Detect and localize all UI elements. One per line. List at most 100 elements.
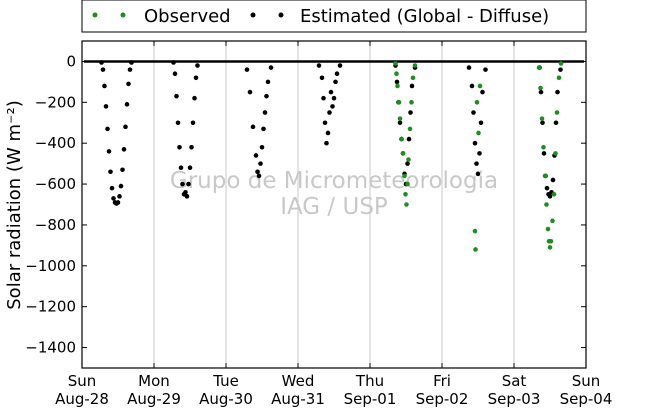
- x-tick-label-day: Sun: [68, 372, 97, 390]
- estimated-point: [118, 183, 124, 189]
- x-axis: SunAug-28MonAug-29TueAug-30WedAug-31ThuS…: [55, 41, 612, 408]
- y-tick-label: −1000: [25, 257, 76, 275]
- estimated-point: [172, 71, 178, 76]
- watermark-line-1: Grupo de Micrometeorologia: [170, 168, 498, 194]
- legend-estimated-marker-a: [250, 12, 256, 18]
- legend-frame: [81, 0, 587, 33]
- estimated-point: [469, 83, 475, 89]
- estimated-point: [109, 185, 115, 191]
- estimated-point: [478, 120, 484, 126]
- observed-point: [550, 218, 555, 224]
- observed-point: [548, 238, 554, 244]
- y-axis-label: Solar radiation (W m⁻²): [4, 100, 25, 310]
- y-tick-label: −1200: [25, 298, 76, 316]
- estimated-point: [120, 167, 125, 173]
- estimated-point: [126, 81, 131, 87]
- x-tick-label-date: Sep-01: [344, 390, 397, 408]
- estimated-point: [121, 147, 127, 152]
- legend-observed-marker-a: [92, 12, 98, 18]
- estimated-point: [111, 196, 116, 201]
- observed-point: [547, 245, 553, 250]
- estimated-point: [325, 130, 331, 136]
- estimated-point: [177, 144, 182, 150]
- observed-point: [472, 228, 478, 234]
- estimated-point: [474, 161, 479, 166]
- estimated-point: [255, 169, 260, 175]
- estimated-point: [123, 124, 128, 130]
- estimated-point: [264, 93, 269, 99]
- estimated-point: [193, 75, 199, 81]
- x-tick-label-day: Tue: [212, 372, 239, 390]
- estimated-point: [192, 95, 197, 101]
- estimated-point: [321, 95, 326, 101]
- estimated-point: [187, 165, 193, 171]
- estimated-point: [475, 171, 481, 177]
- estimated-point: [397, 120, 403, 126]
- estimated-point: [195, 63, 200, 68]
- estimated-point: [183, 189, 188, 195]
- estimated-point: [538, 89, 544, 95]
- observed-point: [404, 202, 409, 207]
- observed-point: [556, 75, 562, 81]
- y-tick-label: −200: [35, 93, 76, 111]
- legend-observed-label: Observed: [144, 6, 231, 27]
- estimated-point: [127, 67, 133, 72]
- observed-point: [544, 202, 549, 207]
- estimated-point: [250, 124, 256, 130]
- estimated-point: [190, 120, 196, 126]
- observed-point: [554, 110, 560, 115]
- estimated-point: [466, 65, 472, 70]
- estimated-point: [540, 120, 545, 126]
- estimated-point: [180, 181, 185, 187]
- observed-point: [397, 116, 403, 121]
- observed-point: [539, 116, 545, 121]
- estimated-point: [99, 60, 104, 65]
- observed-point: [406, 157, 411, 162]
- observed-point: [553, 151, 558, 156]
- observed-point: [407, 126, 413, 132]
- legend-estimated-label: Estimated (Global - Diffuse): [300, 6, 549, 27]
- estimated-point: [129, 60, 134, 65]
- estimated-point: [100, 67, 106, 72]
- estimated-point: [405, 161, 410, 166]
- estimated-point: [106, 149, 112, 154]
- estimated-point: [102, 83, 107, 89]
- estimated-point: [553, 120, 559, 126]
- estimated-point: [394, 79, 400, 85]
- estimated-point: [322, 120, 328, 126]
- estimated-point: [327, 110, 332, 115]
- observed-point: [477, 83, 483, 89]
- estimated-point: [268, 65, 274, 70]
- estimated-point: [316, 63, 322, 68]
- observed-point: [412, 63, 418, 68]
- estimated-point: [477, 151, 482, 156]
- estimated-point: [408, 110, 413, 115]
- y-tick-label: −400: [35, 134, 76, 152]
- observed-point: [394, 71, 399, 76]
- estimated-point: [117, 194, 122, 199]
- x-tick-label-date: Sep-03: [488, 390, 541, 408]
- estimated-point: [262, 110, 268, 115]
- estimated-point: [409, 83, 415, 89]
- observed-point: [536, 65, 542, 70]
- estimated-point: [480, 89, 485, 95]
- estimated-point: [541, 151, 547, 156]
- observed-point: [395, 83, 400, 89]
- estimated-point: [483, 67, 488, 72]
- estimated-point: [555, 89, 560, 95]
- estimated-point: [171, 60, 176, 65]
- estimated-point: [324, 140, 329, 146]
- observed-point: [545, 226, 551, 232]
- estimated-point: [184, 194, 190, 199]
- estimated-point: [406, 136, 412, 142]
- observed-point: [403, 191, 408, 197]
- estimated-point: [247, 89, 253, 95]
- observed-point: [542, 173, 548, 179]
- observed-point: [402, 173, 407, 179]
- estimated-point: [178, 165, 184, 171]
- x-tick-label-day: Thu: [355, 372, 384, 390]
- estimated-point: [472, 140, 478, 146]
- estimated-point: [330, 104, 335, 109]
- estimated-point: [115, 200, 121, 205]
